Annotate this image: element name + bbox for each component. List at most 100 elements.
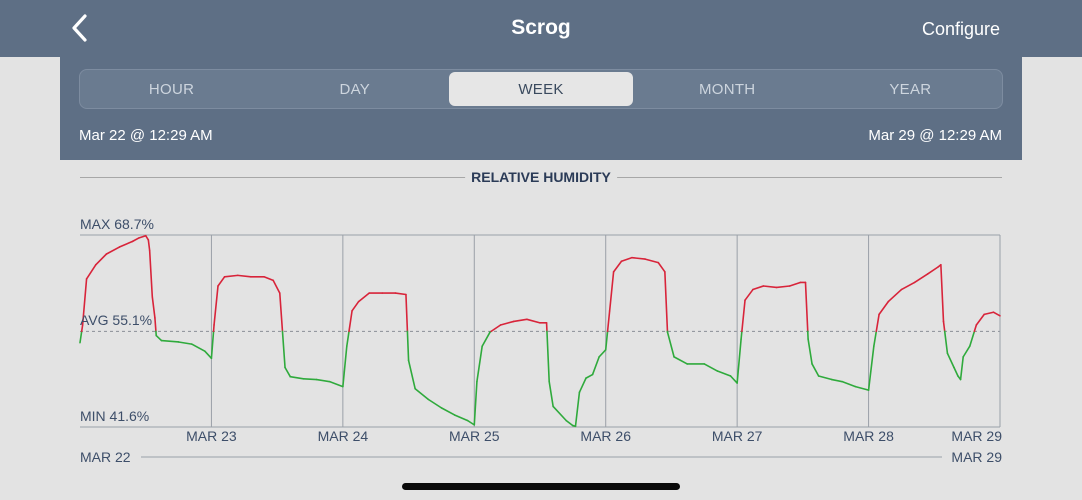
humidity-segment <box>223 274 239 278</box>
x-tick-label: MAR 27 <box>712 428 763 444</box>
humidity-segment <box>565 419 574 427</box>
humidity-segment <box>664 271 669 333</box>
humidity-segment <box>144 234 150 241</box>
tab-week[interactable]: WEEK <box>449 72 633 106</box>
humidity-segment <box>744 288 754 301</box>
back-button[interactable] <box>66 12 96 44</box>
humidity-segment <box>830 378 844 383</box>
humidity-segment <box>357 292 370 303</box>
tab-day[interactable]: DAY <box>339 80 371 98</box>
humidity-segment <box>155 334 163 342</box>
humidity-segment <box>878 300 890 316</box>
tab-month[interactable]: MONTH <box>698 80 756 98</box>
humidity-segment <box>959 356 965 381</box>
humidity-segment <box>407 359 416 390</box>
humidity-segment <box>236 274 252 278</box>
humidity-segment <box>552 405 568 422</box>
humidity-segment <box>729 375 738 384</box>
humidity-segment <box>762 285 778 289</box>
x-tick-label: MAR 26 <box>580 428 631 444</box>
tab-year[interactable]: YEAR <box>889 80 932 98</box>
humidity-segment <box>342 345 348 388</box>
humidity-segment <box>177 341 193 345</box>
humidity-segment <box>315 378 331 383</box>
humidity-segment <box>154 317 157 333</box>
humidity-segment <box>913 273 929 284</box>
x-tick-label: MAR 28 <box>843 428 894 444</box>
humidity-segment <box>817 375 833 381</box>
humidity-segment <box>741 299 746 333</box>
x-axis-ticks: MAR 23 MAR 24 MAR 25 MAR 26 MAR 27 MAR 28 MAR … <box>186 428 1002 444</box>
humidity-segment <box>973 324 978 333</box>
humidity-segment <box>841 380 857 388</box>
configure-button[interactable]: Configure <box>921 19 1000 39</box>
humidity-segment <box>585 373 594 379</box>
humidity-segment <box>807 338 813 365</box>
humidity-segment <box>942 320 946 333</box>
humidity-segment <box>81 278 88 326</box>
humidity-segment <box>204 350 213 360</box>
range-axis: MAR 22 MAR 29 <box>80 449 1002 465</box>
humidity-segment <box>606 310 611 333</box>
humidity-segment <box>968 330 976 348</box>
humidity-segment <box>79 330 83 344</box>
humidity-segment <box>148 249 154 298</box>
humidity-segment <box>598 348 607 358</box>
humidity-segment <box>657 261 666 273</box>
humidity-segment <box>804 281 809 333</box>
humidity-segment <box>526 318 541 324</box>
humidity-segment <box>953 366 959 377</box>
humidity-segment <box>983 311 995 316</box>
range-axis-end-label: MAR 29 <box>951 449 1002 465</box>
humidity-segment <box>631 256 646 260</box>
humidity-segment <box>867 345 875 391</box>
humidity-segment <box>512 318 528 323</box>
humidity-segment <box>736 338 742 384</box>
chart-grid <box>80 234 1001 428</box>
humidity-segment <box>473 380 478 426</box>
humidity-segment <box>752 285 765 291</box>
humidity-segment <box>210 330 215 360</box>
humidity-segment <box>578 377 587 394</box>
max-label: MAX 68.7% <box>80 216 154 232</box>
humidity-segment <box>105 246 121 255</box>
humidity-segment <box>604 330 609 351</box>
humidity-segment <box>788 281 802 287</box>
humidity-segment <box>351 300 360 312</box>
humidity-chart[interactable]: MAX 68.7% AVG 55.1% MIN 41.6% MAR 23 MAR … <box>0 0 1082 480</box>
humidity-segment <box>85 263 97 280</box>
humidity-segment <box>612 260 623 273</box>
humidity-segment <box>213 285 219 326</box>
humidity-segment <box>263 276 275 282</box>
humidity-segment <box>875 313 880 333</box>
humidity-segment <box>740 330 743 340</box>
humidity-segment <box>900 281 916 291</box>
period-panel: HOUR DAY WEEK MONTH YEAR Mar 22 @ 12:29 … <box>60 57 1022 160</box>
humidity-segment <box>499 320 515 326</box>
humidity-segment <box>490 324 502 333</box>
humidity-segment <box>644 258 660 264</box>
humidity-segment <box>466 419 476 426</box>
humidity-segment <box>673 356 689 365</box>
x-tick-label: MAR 23 <box>186 428 237 444</box>
range-axis-start-label: MAR 22 <box>80 449 131 465</box>
humidity-segment <box>666 331 675 358</box>
humidity-segment <box>476 345 483 383</box>
humidity-segment <box>272 279 281 294</box>
humidity-segment <box>975 313 986 326</box>
humidity-segment <box>548 380 554 408</box>
humidity-segment <box>406 330 410 362</box>
x-tick-label: MAR 25 <box>449 428 500 444</box>
home-indicator <box>402 483 680 490</box>
humidity-segment <box>811 363 820 377</box>
chevron-left-icon <box>72 14 87 42</box>
humidity-segment <box>946 352 955 369</box>
tab-hour[interactable]: HOUR <box>148 80 195 98</box>
humidity-segment <box>481 331 491 348</box>
section-header: RELATIVE HUMIDITY <box>80 166 1002 188</box>
humidity-segment <box>926 266 940 275</box>
period-segmented-control: HOUR DAY WEEK MONTH YEAR <box>79 69 1003 109</box>
humidity-segment <box>131 237 140 243</box>
humidity-segment <box>281 330 286 369</box>
range-start-label: Mar 22 @ 12:29 AM <box>79 127 213 144</box>
